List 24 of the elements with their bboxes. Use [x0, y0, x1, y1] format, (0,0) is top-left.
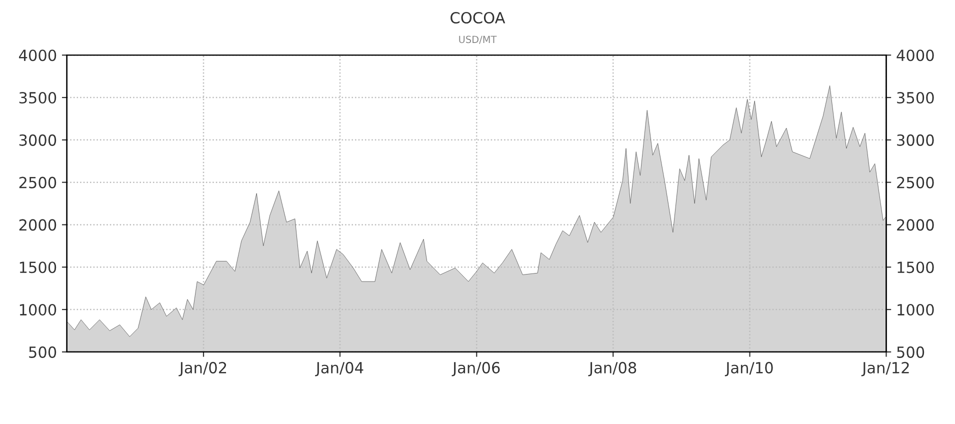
x-tick-label: Jan/02	[178, 362, 226, 376]
y2-tick-label: 2000	[897, 219, 934, 231]
y-tick-label: 2000	[19, 219, 56, 231]
y2-tick-label: 3500	[897, 92, 934, 104]
y-tick-label: 3500	[19, 92, 56, 104]
y2-tick-label: 3000	[897, 134, 934, 146]
y2-tick-label: 1000	[898, 304, 934, 316]
y2-tick-label: 4000	[896, 50, 934, 62]
x-tick-label: Jan/08	[588, 362, 636, 376]
y-tick-label: 1000	[20, 304, 56, 316]
x-tick-label: Jan/06	[452, 362, 500, 376]
y-tick-label: 1500	[20, 262, 56, 274]
chart-title: COCOA	[450, 12, 506, 24]
y-tick-label: 500	[29, 346, 56, 358]
y-tick-label: 3000	[19, 134, 56, 146]
y2-tick-label: 2500	[897, 176, 934, 188]
y2-tick-label: 500	[897, 346, 924, 358]
x-tick-label: Jan/10	[724, 362, 773, 376]
chart-subtitle: USD/MT	[459, 36, 497, 44]
y2-tick-label: 1500	[898, 262, 934, 274]
x-tick-label: Jan/04	[315, 362, 364, 376]
y-tick-label: 4000	[18, 50, 56, 62]
y-tick-label: 2500	[19, 176, 56, 188]
x-tick-label: Jan/12	[861, 362, 909, 376]
